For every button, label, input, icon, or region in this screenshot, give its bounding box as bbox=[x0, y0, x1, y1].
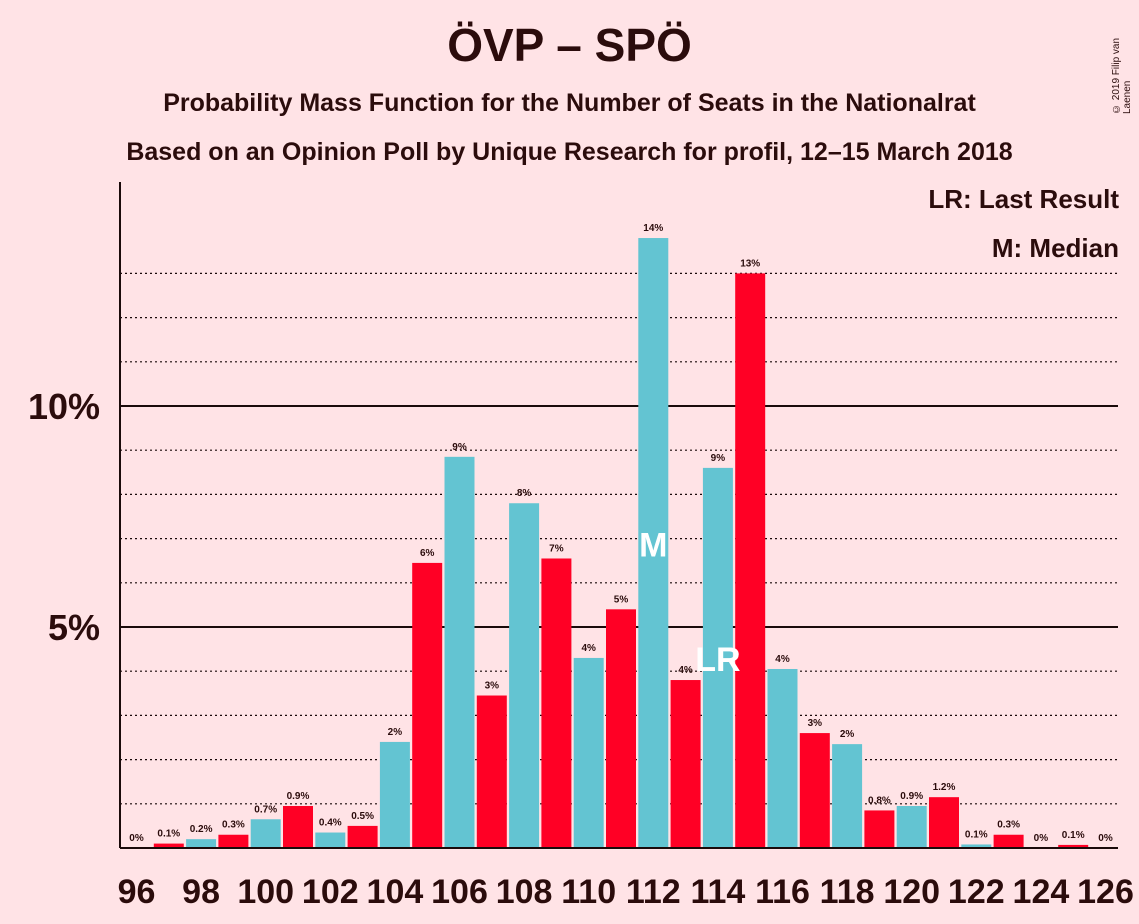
bar-label-118: 2% bbox=[840, 729, 855, 740]
bar-label-102: 0.4% bbox=[319, 818, 342, 829]
x-tick-label: 100 bbox=[237, 873, 294, 911]
x-tick-label: 110 bbox=[561, 873, 616, 911]
bar-105 bbox=[412, 562, 443, 848]
bar-104 bbox=[379, 741, 410, 848]
bar-label-111: 5% bbox=[614, 594, 629, 605]
bar-label-109: 7% bbox=[549, 543, 564, 554]
bar-123 bbox=[993, 834, 1024, 848]
x-tick-label: 118 bbox=[820, 873, 875, 911]
bar-110 bbox=[573, 657, 604, 848]
bar-112 bbox=[638, 238, 669, 849]
bar-107 bbox=[476, 695, 507, 848]
legend-last-result: LR: Last Result bbox=[928, 184, 1119, 214]
x-tick-label: 106 bbox=[431, 873, 488, 911]
bar-label-108: 8% bbox=[517, 488, 532, 499]
bar-label-99: 0.3% bbox=[222, 820, 245, 831]
bar-121 bbox=[929, 797, 959, 848]
bar-120 bbox=[896, 806, 927, 848]
x-tick-label: 116 bbox=[755, 873, 810, 911]
bar-109 bbox=[541, 558, 572, 848]
bar-label-117: 3% bbox=[808, 718, 823, 729]
y-tick-label: 10% bbox=[28, 386, 100, 427]
x-tick-label: 114 bbox=[690, 873, 745, 911]
bar-103 bbox=[347, 825, 378, 848]
x-tick-label: 124 bbox=[1013, 873, 1070, 911]
bar-label-119: 0.8% bbox=[868, 795, 891, 806]
bar-119 bbox=[864, 810, 895, 848]
bar-label-103: 0.5% bbox=[351, 811, 374, 822]
bar-99 bbox=[218, 834, 249, 848]
bar-label-120: 0.9% bbox=[900, 791, 923, 802]
chart-title: ÖVP – SPÖ bbox=[447, 19, 692, 71]
last-result-marker: LR bbox=[695, 641, 740, 679]
chart-subtitle: Probability Mass Function for the Number… bbox=[163, 89, 976, 117]
bar-label-110: 4% bbox=[581, 643, 596, 654]
bar-114 bbox=[702, 467, 733, 848]
bar-115 bbox=[735, 273, 766, 848]
bar-label-114: 9% bbox=[711, 453, 726, 464]
x-tick-label: 112 bbox=[626, 873, 681, 911]
x-tick-label: 122 bbox=[948, 873, 1005, 911]
bar-113 bbox=[670, 680, 701, 848]
bar-label-125: 0.1% bbox=[1062, 830, 1085, 841]
legend-median: M: Median bbox=[991, 233, 1119, 263]
bar-label-126: 0% bbox=[1098, 833, 1113, 844]
bar-108 bbox=[509, 503, 540, 848]
bar-label-122: 0.1% bbox=[965, 829, 988, 840]
bar-label-112: 14% bbox=[643, 223, 663, 234]
bar-label-96: 0% bbox=[129, 833, 144, 844]
x-tick-label: 96 bbox=[118, 873, 156, 911]
median-marker: M bbox=[639, 526, 667, 564]
bar-111 bbox=[606, 609, 636, 848]
bar-label-97: 0.1% bbox=[157, 829, 180, 840]
bar-101 bbox=[283, 806, 313, 848]
bar-label-124: 0% bbox=[1034, 833, 1049, 844]
bar-100 bbox=[250, 819, 281, 848]
bar-118 bbox=[832, 744, 863, 848]
bar-label-121: 1.2% bbox=[933, 782, 956, 793]
bar-label-115: 13% bbox=[740, 258, 760, 269]
x-tick-label: 98 bbox=[182, 873, 220, 911]
bar-122 bbox=[961, 844, 992, 848]
bar-117 bbox=[799, 733, 830, 848]
x-tick-label: 126 bbox=[1077, 873, 1134, 911]
bar-label-104: 2% bbox=[388, 727, 403, 738]
bar-label-101: 0.9% bbox=[287, 791, 310, 802]
x-tick-label: 108 bbox=[496, 873, 553, 911]
bar-label-98: 0.2% bbox=[190, 824, 213, 835]
bar-label-106: 9% bbox=[452, 442, 467, 453]
chart-subtitle-source: Based on an Opinion Poll by Unique Resea… bbox=[126, 138, 1013, 166]
bar-label-116: 4% bbox=[775, 654, 790, 665]
bar-label-113: 4% bbox=[678, 665, 693, 676]
x-tick-label: 102 bbox=[302, 873, 359, 911]
bar-106 bbox=[444, 456, 475, 848]
bar-label-100: 0.7% bbox=[254, 804, 277, 815]
bar-97 bbox=[153, 843, 184, 848]
bar-label-107: 3% bbox=[485, 681, 500, 692]
bar-125 bbox=[1058, 844, 1089, 848]
bar-98 bbox=[186, 839, 217, 848]
bar-116 bbox=[767, 668, 798, 848]
y-tick-label: 5% bbox=[48, 607, 100, 648]
bar-label-105: 6% bbox=[420, 548, 435, 559]
x-tick-label: 104 bbox=[367, 873, 424, 911]
bar-102 bbox=[315, 832, 346, 848]
bar-label-123: 0.3% bbox=[997, 820, 1020, 831]
x-tick-label: 120 bbox=[883, 873, 940, 911]
